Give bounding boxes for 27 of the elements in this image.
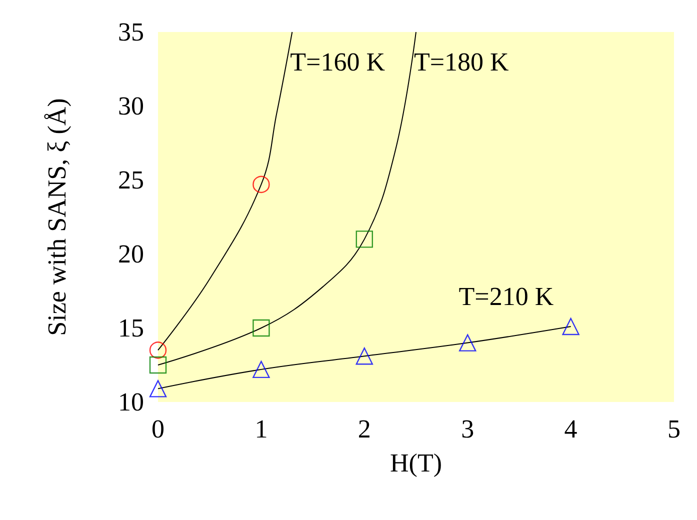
y-tick-label: 20 (118, 240, 144, 268)
point (252, 176, 270, 194)
x-tick-label: 1 (254, 414, 268, 444)
y-tick-label: 35 (118, 18, 144, 46)
x-tick-label: 4 (564, 414, 578, 444)
y-axis-title: Size with SANS, ξ (Å) (42, 98, 72, 336)
point (562, 318, 580, 336)
x-tick-label: 2 (358, 414, 371, 444)
y-tick-label: 10 (118, 388, 144, 416)
point (459, 334, 476, 352)
y-tick-label: 25 (118, 166, 144, 194)
x-tick-label: 5 (668, 414, 680, 444)
x-tick-label: 3 (461, 414, 474, 444)
series-label: T=160 K (290, 48, 386, 76)
point (149, 342, 167, 359)
x-axis-title: H(T) (390, 448, 442, 478)
y-tick-label: 30 (118, 92, 144, 120)
point (252, 319, 270, 337)
point (356, 230, 373, 248)
x-tick-label: 0 (152, 414, 164, 444)
point (149, 380, 167, 398)
series-label: T=210 K (458, 282, 554, 312)
y-tick-label: 15 (118, 314, 144, 342)
point (252, 360, 270, 378)
point (356, 348, 373, 365)
series-label: T=180 K (414, 48, 510, 76)
point (149, 356, 167, 374)
